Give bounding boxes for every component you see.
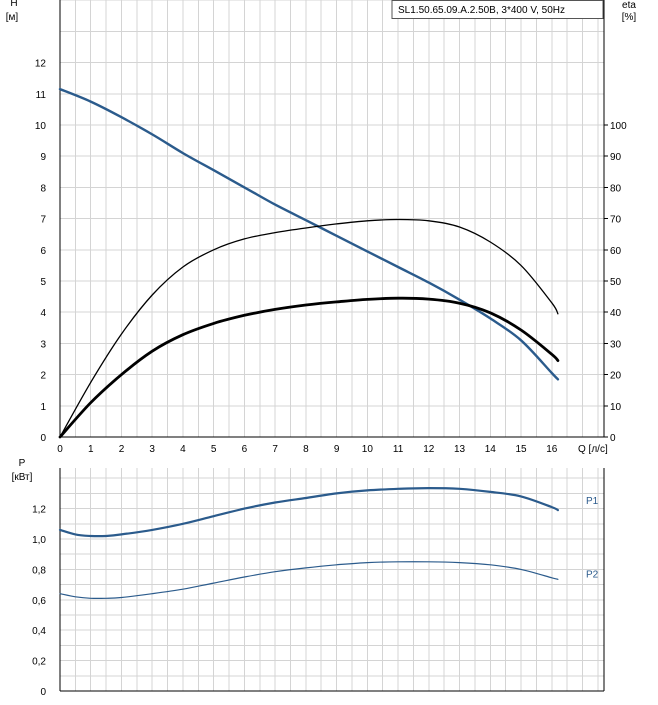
y-tick-label-right: 10 <box>610 402 622 413</box>
x-axis-label: Q [л/с] <box>578 444 608 455</box>
title-box <box>391 0 604 19</box>
y-tick-label-right: 90 <box>610 152 622 163</box>
y-tick-label-power: 0 <box>40 687 46 698</box>
y-axis-label-left: H <box>10 0 17 9</box>
y-tick-label-power: 1,2 <box>32 505 46 516</box>
y-tick-label-right: 70 <box>610 215 622 226</box>
y-tick-label-left: 12 <box>35 59 47 70</box>
series-label-p1: P1 <box>586 496 599 507</box>
y-tick-label-left: 5 <box>40 277 46 288</box>
y-tick-label-left: 3 <box>40 339 46 350</box>
x-tick-label: 10 <box>362 444 374 455</box>
x-tick-label: 7 <box>272 444 278 455</box>
x-tick-label: 9 <box>334 444 340 455</box>
x-tick-label: 6 <box>242 444 248 455</box>
power-curve-p2 <box>59 561 559 600</box>
y-tick-label-power: 0,8 <box>32 565 46 576</box>
x-tick-label: 13 <box>454 444 466 455</box>
x-tick-label: 4 <box>180 444 186 455</box>
y-tick-label-right: 20 <box>610 371 622 382</box>
y-tick-label-right: 30 <box>610 339 622 350</box>
chart-title: SL1.50.65.09.A.2.50B, 3*400 V, 50Hz <box>398 5 565 16</box>
y-tick-label-left: 2 <box>40 371 46 382</box>
y-tick-label-right: 80 <box>610 183 622 194</box>
y-tick-label-right: 60 <box>610 246 622 257</box>
x-tick-label: 11 <box>393 444 404 455</box>
x-tick-label: 16 <box>546 444 558 455</box>
y-tick-label-power: 0,2 <box>32 657 46 668</box>
y-tick-label-left: 11 <box>36 90 47 101</box>
x-tick-label: 0 <box>57 444 63 455</box>
y-tick-label-right: 0 <box>610 433 616 444</box>
series-label-p2: P2 <box>586 569 599 580</box>
x-tick-label: 12 <box>423 444 435 455</box>
y-tick-label-left: 0 <box>40 433 46 444</box>
y-tick-label-right: 40 <box>610 308 622 319</box>
y-tick-label-left: 7 <box>40 215 46 226</box>
x-tick-label: 5 <box>211 444 217 455</box>
y-axis-label-right: eta <box>622 0 636 11</box>
x-tick-label: 3 <box>149 444 155 455</box>
efficiency-curve-thick <box>58 296 560 439</box>
head-curve <box>58 87 560 381</box>
x-tick-label: 14 <box>485 444 497 455</box>
y-tick-label-left: 6 <box>40 246 46 257</box>
x-tick-label: 1 <box>88 444 94 455</box>
y-tick-label-left: 8 <box>40 183 46 194</box>
y-tick-label-left: 10 <box>35 121 47 132</box>
y-tick-label-right: 100 <box>610 121 627 132</box>
x-tick-label: 8 <box>303 444 309 455</box>
y-tick-label-left: 1 <box>40 402 46 413</box>
y-axis-label-power: P <box>19 458 26 469</box>
x-tick-label: 15 <box>515 444 527 455</box>
efficiency-curve-thin <box>59 218 559 438</box>
y-axis-unit-power: [кВт] <box>12 472 33 483</box>
y-axis-unit-left: [м] <box>6 12 19 23</box>
y-tick-label-power: 0,6 <box>32 596 46 607</box>
x-tick-label: 2 <box>119 444 125 455</box>
y-tick-label-power: 1,0 <box>32 535 46 546</box>
y-tick-label-left: 9 <box>40 152 46 163</box>
y-tick-label-power: 0,4 <box>32 626 46 637</box>
y-axis-unit-right: [%] <box>622 12 637 23</box>
power-curve-p1 <box>58 487 559 538</box>
y-tick-label-left: 4 <box>40 308 46 319</box>
y-tick-label-right: 50 <box>610 277 622 288</box>
